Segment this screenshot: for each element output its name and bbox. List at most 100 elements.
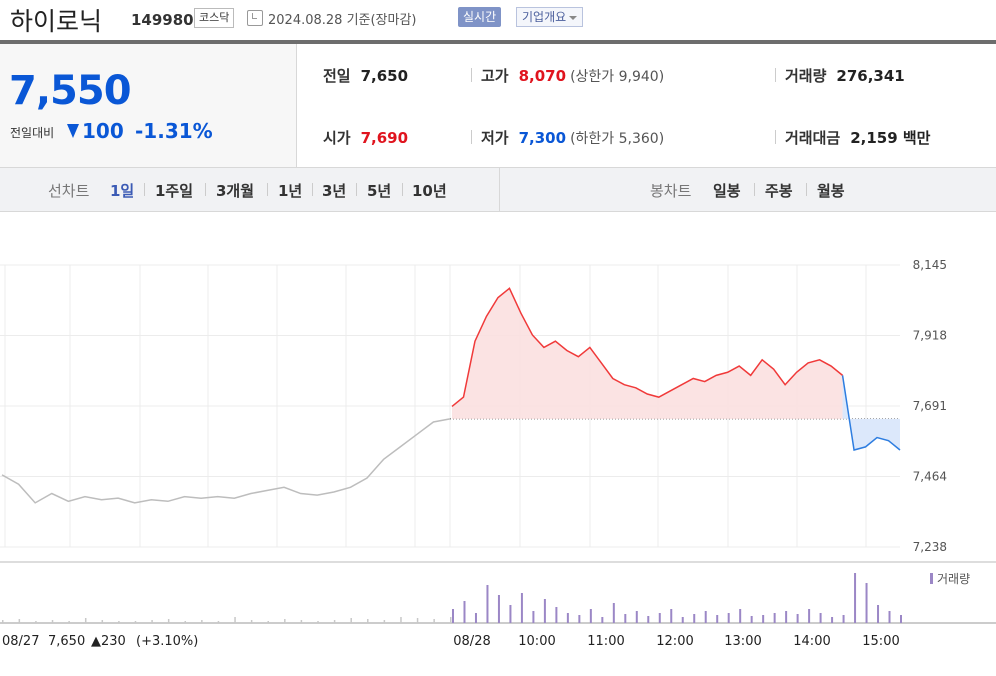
volume-bar [450,617,452,623]
volume-bar [831,617,834,623]
volume-bar [624,614,627,623]
volume-bar [520,593,523,623]
tab-monthly-candle[interactable]: 월봉 [817,182,845,200]
volume-bar [842,615,845,623]
volume-bar [854,573,857,623]
volume-bar [400,617,402,623]
divider [775,68,776,82]
x-tick-label: 11:00 [587,634,624,649]
volume-bar [167,619,170,623]
current-price: 7,550 [9,68,132,114]
volume-bar [555,607,558,623]
tab-1year[interactable]: 1년 [278,182,303,200]
change-label: 전일대비 [10,126,55,140]
volume-bar [68,621,70,623]
y-tick-label: 7,464 [913,470,947,484]
prev-day-line [1,418,451,504]
today-up-line [451,287,844,408]
volume-bar [350,618,352,623]
date-text: 2024.08.28 기준(장마감) [268,13,417,28]
volume-bar [84,618,87,623]
volume-bar [658,613,661,623]
y-tick-label: 7,691 [913,399,947,413]
open-price: 시가 7,690 [323,129,409,147]
volume-bar [785,611,788,623]
tab-1week[interactable]: 1주일 [155,182,194,200]
company-overview-label: 기업개요 [522,10,567,24]
period-tabs: 선차트 1일 1주일 3개월 1년 3년 5년 10년 봉차트 일봉 주봉 월봉 [0,168,996,212]
price-chart: 8,145 7,918 7,691 7,464 7,238 거래량 08/28 10:00… [0,258,996,649]
tab-5year[interactable]: 5년 [367,182,392,200]
volume-bar [35,621,37,623]
tab-daily-candle[interactable]: 일봉 [713,182,741,200]
volume-bar [578,615,581,623]
volume-bar [383,620,386,623]
volume-bar [716,615,719,623]
stock-header: 하이로닉 149980 코스닥 2024.08.28 기준(장마감) 실시간 기… [0,0,996,40]
volume-bar [750,616,753,623]
volume-bars: 거래량 [2,572,970,623]
chart-grid [0,264,996,624]
x-tick-label: 08/28 [453,634,490,649]
tab-1day[interactable]: 1일 [110,182,135,200]
volume-bar [739,609,742,623]
volume-bar [118,621,120,623]
volume-bar [589,609,592,623]
high-price: 고가 8,070 (상한가 9,940) [481,67,665,85]
volume-bar [566,613,569,623]
x-axis: 08/28 10:00 11:00 12:00 13:00 14:00 15:00 08/27… [2,634,900,649]
volume-bar [635,611,638,623]
volume-bar [796,614,799,623]
caret-down-icon [569,15,578,20]
volume-bar [433,619,435,623]
volume: 거래량 276,341 [785,67,905,85]
volume-bar [452,609,454,623]
volume-bar [877,605,880,623]
volume-bar [184,621,187,623]
market-badge: 코스닥 [194,8,235,28]
volume-bar [865,583,868,623]
x-tick-label: 15:00 [862,634,899,649]
stock-name: 하이로닉 [10,7,103,36]
volume-bar [474,613,477,623]
down-arrow-icon [67,124,79,138]
volume-bar [612,603,615,623]
tab-10year[interactable]: 10년 [412,182,447,200]
volume-bar [808,609,811,623]
trade-amount: 거래대금 2,159 백만 [785,129,931,147]
company-overview-button[interactable]: 기업개요 [516,7,584,27]
volume-bar [509,605,512,623]
price-area [452,288,900,450]
volume-bar [497,595,500,623]
volume-bar [704,611,707,623]
volume-bar [762,615,765,623]
volume-bar [217,621,220,623]
volume-bar [693,614,696,623]
volume-bar [670,609,673,623]
volume-bar [416,618,419,623]
tab-3month[interactable]: 3개월 [216,182,255,200]
tab-weekly-candle[interactable]: 주봉 [765,182,793,200]
down-area [842,375,900,450]
volume-legend-label: 거래량 [937,572,970,586]
volume-bar [900,615,902,623]
volume-bar [333,620,336,623]
tab-3year[interactable]: 3년 [322,182,347,200]
volume-bar [300,620,303,623]
prev-day-close: 7,650 [48,634,85,649]
volume-bar [543,599,546,623]
divider [471,68,472,82]
volume-bar [888,611,891,623]
x-tick-label: 12:00 [656,634,693,649]
low-price: 저가 7,300 (하한가 5,360) [481,129,665,147]
quote-panel: 7,550 전일대비 100 -1.31% 전일 7,650 고가 8,070 (상한… [0,44,996,168]
volume-bar [367,619,369,623]
y-tick-label: 8,145 [913,258,947,272]
up-area [452,288,843,419]
prev-day-date: 08/27 [2,634,39,649]
x-tick-label: 14:00 [793,634,830,649]
realtime-button[interactable]: 실시간 [458,7,502,27]
volume-bar [727,613,730,623]
y-axis: 8,145 7,918 7,691 7,464 7,238 [913,258,947,554]
volume-bar [773,613,776,623]
